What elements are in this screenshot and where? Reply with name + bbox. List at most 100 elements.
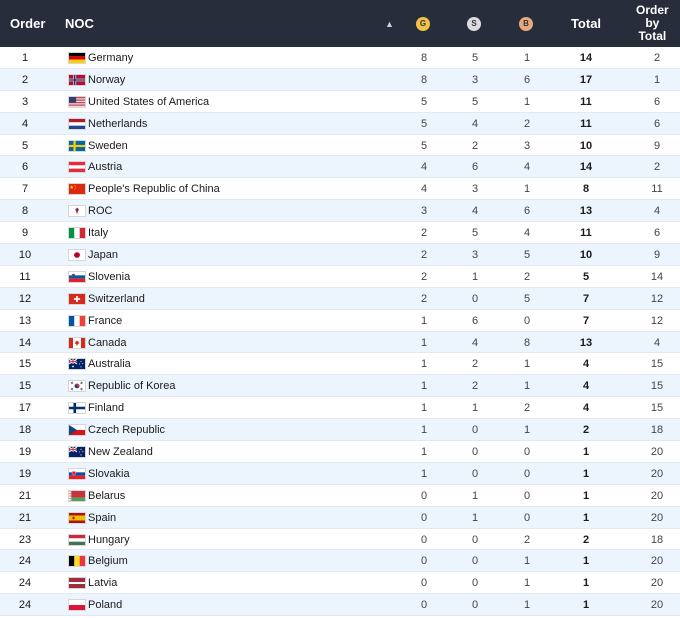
silver-count-cell: 1 bbox=[471, 489, 479, 502]
noc-name-cell[interactable]: Norway bbox=[88, 73, 126, 86]
order-by-total-cell: 20 bbox=[650, 555, 664, 568]
total-count-cell: 13 bbox=[579, 336, 593, 349]
bronze-count-cell: 1 bbox=[523, 183, 531, 196]
order-cell: 15 bbox=[18, 380, 32, 393]
column-header-order-by-total[interactable]: Order by Total bbox=[636, 0, 678, 47]
order-by-total-cell: 9 bbox=[653, 248, 661, 261]
noc-name-cell[interactable]: Canada bbox=[88, 336, 127, 349]
column-header-bronze[interactable]: B bbox=[519, 0, 533, 47]
table-row[interactable]: 15 Australia 1 2 1 4 15 bbox=[0, 353, 680, 376]
table-row[interactable]: 5 Sweden 5 2 3 10 9 bbox=[0, 135, 680, 157]
table-row[interactable]: 14 Canada 1 4 8 13 4 bbox=[0, 331, 680, 354]
noc-name-cell[interactable]: Belgium bbox=[88, 555, 128, 568]
order-by-total-cell: 20 bbox=[650, 599, 664, 612]
order-cell: 21 bbox=[18, 489, 32, 502]
table-row[interactable]: 12 Switzerland 2 0 5 7 12 bbox=[0, 287, 680, 310]
noc-name-cell[interactable]: Germany bbox=[88, 51, 134, 64]
table-row[interactable]: 8 ROC 3 4 6 13 4 bbox=[0, 200, 680, 223]
table-row[interactable]: 24 Poland 0 0 1 1 20 bbox=[0, 594, 680, 617]
flag-lv-icon bbox=[68, 572, 86, 594]
silver-count-cell: 3 bbox=[471, 73, 479, 86]
table-row[interactable]: 15 Republic of Korea 1 2 1 4 15 bbox=[0, 375, 680, 398]
total-count-cell: 1 bbox=[582, 445, 590, 458]
gold-count-cell: 2 bbox=[420, 248, 428, 261]
total-count-cell: 4 bbox=[582, 380, 590, 393]
order-cell: 14 bbox=[18, 336, 32, 349]
silver-count-cell: 4 bbox=[471, 205, 479, 218]
column-header-gold[interactable]: G bbox=[416, 0, 430, 47]
table-row[interactable]: 6 Austria 4 6 4 14 2 bbox=[0, 156, 680, 179]
noc-name-cell[interactable]: Hungary bbox=[88, 533, 130, 546]
table-row[interactable]: 10 Japan 2 3 5 10 9 bbox=[0, 244, 680, 266]
gold-count-cell: 0 bbox=[420, 555, 428, 568]
noc-name-cell[interactable]: Slovenia bbox=[88, 270, 131, 283]
table-row[interactable]: 19 Slovakia 1 0 0 1 20 bbox=[0, 462, 680, 485]
table-row[interactable]: 23 Hungary 0 0 2 2 18 bbox=[0, 529, 680, 551]
sort-arrows-icon[interactable]: ▲ bbox=[385, 18, 394, 29]
gold-count-cell: 8 bbox=[420, 73, 428, 86]
column-header-order[interactable]: Order bbox=[10, 16, 46, 31]
noc-name-cell[interactable]: Poland bbox=[88, 599, 123, 612]
bronze-count-cell: 6 bbox=[523, 73, 531, 86]
table-row[interactable]: 3 United States of America 5 5 1 11 6 bbox=[0, 91, 680, 113]
noc-name-cell[interactable]: Czech Republic bbox=[88, 424, 166, 437]
table-row[interactable]: 18 Czech Republic 1 0 1 2 18 bbox=[0, 419, 680, 442]
bronze-count-cell: 0 bbox=[523, 467, 531, 480]
table-row[interactable]: 9 Italy 2 5 4 11 6 bbox=[0, 222, 680, 245]
total-count-cell: 1 bbox=[582, 489, 590, 502]
column-header-total[interactable]: Total bbox=[570, 16, 602, 31]
gold-count-cell: 1 bbox=[420, 314, 428, 327]
table-row[interactable]: 13 France 1 6 0 7 12 bbox=[0, 310, 680, 332]
noc-name-cell[interactable]: Belarus bbox=[88, 489, 126, 502]
gold-count-cell: 1 bbox=[420, 424, 428, 437]
table-row[interactable]: 2 Norway 8 3 6 17 1 bbox=[0, 68, 680, 91]
table-row[interactable]: 24 Belgium 0 0 1 1 20 bbox=[0, 550, 680, 573]
noc-name-cell[interactable]: Japan bbox=[88, 248, 118, 261]
noc-name-cell[interactable]: Italy bbox=[88, 227, 109, 240]
noc-name-cell[interactable]: Slovakia bbox=[88, 467, 130, 480]
silver-count-cell: 6 bbox=[471, 161, 479, 174]
table-row[interactable]: 21 Belarus 0 1 0 1 20 bbox=[0, 485, 680, 507]
table-row[interactable]: 1 Germany 8 5 1 14 2 bbox=[0, 47, 680, 69]
table-row[interactable]: 17 Finland 1 1 2 4 15 bbox=[0, 397, 680, 420]
bronze-count-cell: 1 bbox=[523, 599, 531, 612]
order-cell: 5 bbox=[21, 139, 29, 152]
gold-count-cell: 0 bbox=[420, 577, 428, 590]
total-count-cell: 1 bbox=[582, 467, 590, 480]
table-row[interactable]: 24 Latvia 0 0 1 1 20 bbox=[0, 572, 680, 595]
noc-name-cell[interactable]: Republic of Korea bbox=[88, 380, 176, 393]
noc-name-cell[interactable]: Sweden bbox=[88, 139, 128, 152]
total-count-cell: 10 bbox=[579, 248, 593, 261]
noc-name-cell[interactable]: Netherlands bbox=[88, 117, 148, 130]
noc-name-cell[interactable]: France bbox=[88, 314, 123, 327]
flag-sk-icon bbox=[68, 463, 86, 485]
column-header-silver[interactable]: S bbox=[467, 0, 481, 47]
column-header-noc[interactable]: NOC bbox=[65, 16, 94, 31]
order-by-total-cell: 6 bbox=[653, 227, 661, 240]
noc-name-cell[interactable]: Spain bbox=[88, 511, 117, 524]
gold-count-cell: 5 bbox=[420, 95, 428, 108]
order-cell: 21 bbox=[18, 511, 32, 524]
total-count-cell: 7 bbox=[582, 314, 590, 327]
noc-name-cell[interactable]: Austria bbox=[88, 161, 123, 174]
noc-name-cell[interactable]: United States of America bbox=[88, 95, 210, 108]
noc-name-cell[interactable]: Latvia bbox=[88, 577, 118, 590]
table-row[interactable]: 11 Slovenia 2 1 2 5 14 bbox=[0, 266, 680, 288]
silver-count-cell: 5 bbox=[471, 95, 479, 108]
total-count-cell: 13 bbox=[579, 205, 593, 218]
table-row[interactable]: 4 Netherlands 5 4 2 11 6 bbox=[0, 112, 680, 135]
noc-name-cell[interactable]: Finland bbox=[88, 402, 125, 415]
noc-name-cell[interactable]: Switzerland bbox=[88, 292, 145, 305]
table-row[interactable]: 21 Spain 0 1 0 1 20 bbox=[0, 506, 680, 529]
noc-name-cell[interactable]: ROC bbox=[88, 205, 113, 218]
noc-name-cell[interactable]: Australia bbox=[88, 358, 131, 371]
bronze-count-cell: 0 bbox=[523, 314, 531, 327]
table-row[interactable]: 19 New Zealand 1 0 0 1 20 bbox=[0, 441, 680, 463]
noc-name-cell[interactable]: People's Republic of China bbox=[88, 183, 220, 196]
order-by-total-cell: 1 bbox=[653, 73, 661, 86]
table-row[interactable]: 7 People's Republic of China 4 3 1 8 11 bbox=[0, 178, 680, 201]
flag-it-icon bbox=[68, 222, 86, 244]
noc-name-cell[interactable]: New Zealand bbox=[88, 445, 153, 458]
flag-si-icon bbox=[68, 266, 86, 288]
gold-count-cell: 0 bbox=[420, 511, 428, 524]
